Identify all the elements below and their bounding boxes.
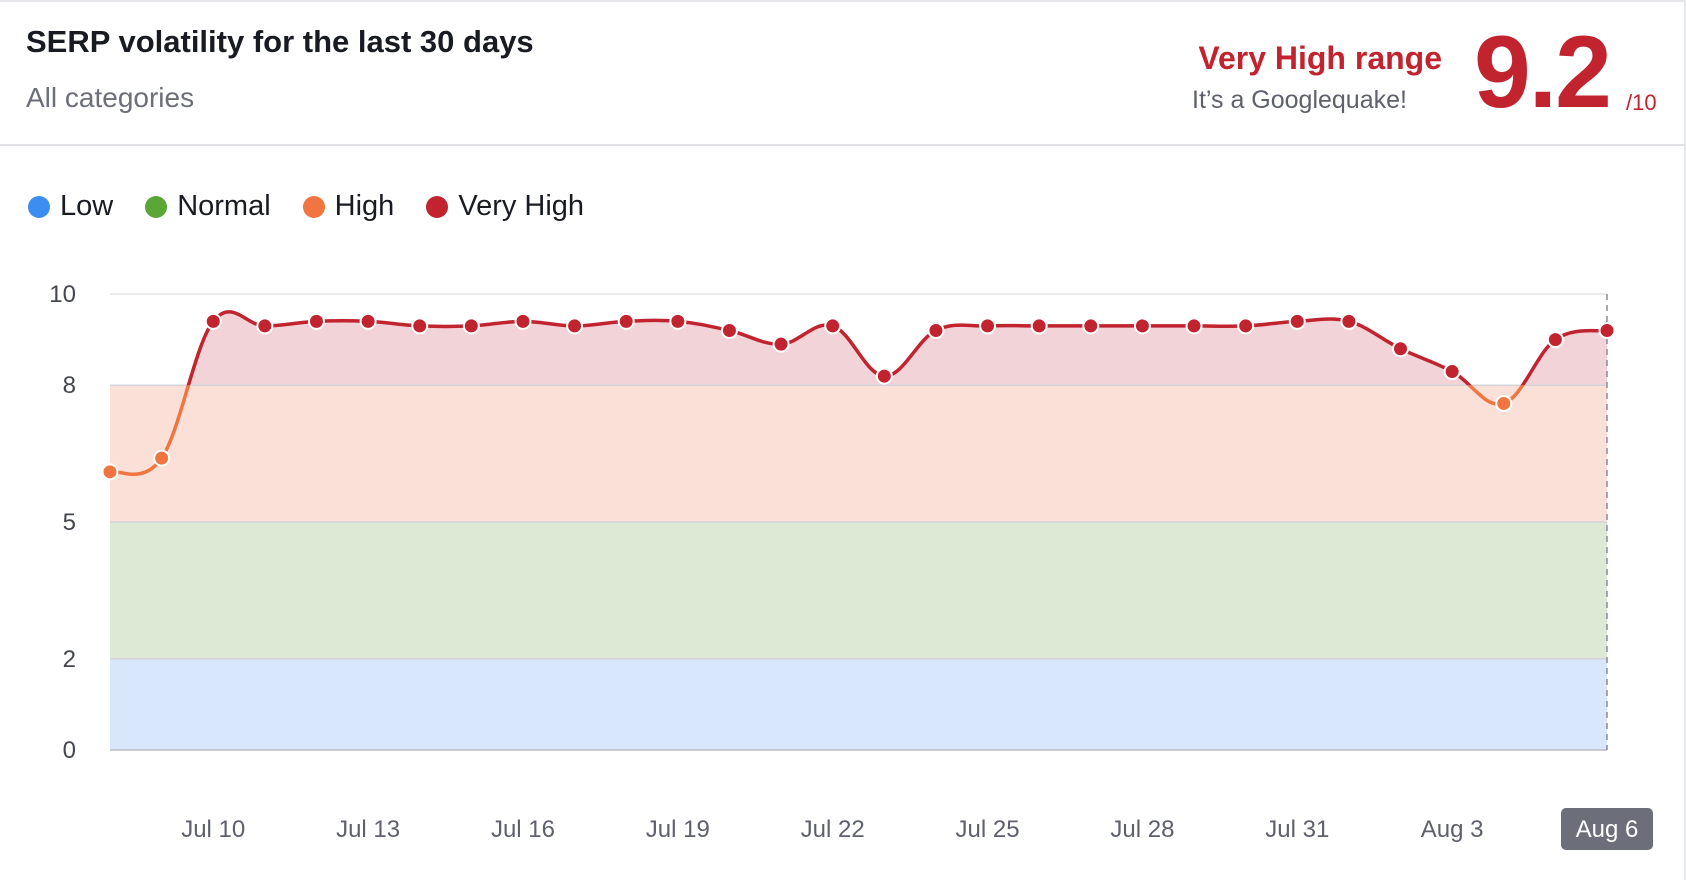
- band-low: [110, 658, 1607, 750]
- data-point: [411, 317, 429, 335]
- legend-label: High: [334, 190, 395, 222]
- data-point: [566, 317, 584, 335]
- legend-item-high[interactable]: High: [302, 190, 395, 223]
- range-description: It’s a Googlequake!: [1192, 86, 1407, 114]
- data-point: [1546, 331, 1564, 349]
- data-point: [359, 312, 377, 330]
- data-point: [617, 312, 635, 330]
- data-point: [927, 321, 945, 339]
- data-point: [1185, 317, 1203, 335]
- data-point: [1443, 363, 1461, 381]
- data-point: [1133, 317, 1151, 335]
- widget-title: SERP volatility for the last 30 days: [26, 24, 534, 59]
- chart-legend: Low Normal High Very High: [28, 190, 616, 223]
- legend-label: Normal: [177, 190, 271, 222]
- legend-dot-icon: [302, 195, 325, 218]
- series-line-very-high: [186, 310, 1608, 386]
- data-point: [1340, 312, 1358, 330]
- y-tick-label: 5: [63, 509, 76, 536]
- data-point: [1598, 321, 1616, 339]
- data-point: [1082, 317, 1100, 335]
- x-tick-label: Aug 3: [1421, 816, 1484, 843]
- x-tick-label: Jul 16: [491, 816, 555, 843]
- data-point: [204, 312, 222, 330]
- data-point: [1237, 317, 1255, 335]
- data-point: [153, 449, 171, 467]
- data-point: [256, 317, 274, 335]
- data-point: [1392, 340, 1410, 358]
- x-tick-label: Aug 6: [1576, 816, 1639, 843]
- x-tick-label: Jul 25: [956, 816, 1020, 843]
- x-tick-label: Jul 13: [336, 816, 400, 843]
- x-tick-label: Jul 31: [1265, 816, 1329, 843]
- data-point: [720, 321, 738, 339]
- data-point: [979, 317, 997, 335]
- legend-item-low[interactable]: Low: [28, 190, 113, 223]
- data-point: [514, 312, 532, 330]
- widget-header: SERP volatility for the last 30 days All…: [0, 2, 1686, 146]
- data-point: [307, 312, 325, 330]
- x-tick-label: Jul 19: [646, 816, 710, 843]
- data-point: [669, 312, 687, 330]
- y-tick-label: 0: [63, 737, 76, 764]
- band-normal: [110, 522, 1607, 659]
- x-tick-label: Jul 28: [1110, 816, 1174, 843]
- data-point: [824, 317, 842, 335]
- legend-item-very-high[interactable]: Very High: [426, 190, 584, 223]
- data-point: [875, 367, 893, 385]
- volatility-score-suffix: /10: [1626, 90, 1657, 115]
- data-point: [772, 335, 790, 353]
- range-title: Very High range: [1198, 40, 1442, 76]
- data-point: [1495, 394, 1513, 412]
- data-point: [1288, 312, 1306, 330]
- y-tick-label: 8: [63, 372, 76, 399]
- y-tick-label: 10: [49, 281, 76, 308]
- x-tick-highlight: [1561, 808, 1653, 850]
- data-point: [101, 463, 119, 481]
- data-point: [1030, 317, 1048, 335]
- volatility-score: 9.2: [1474, 15, 1612, 129]
- legend-label: Very High: [458, 190, 585, 222]
- legend-dot-icon: [28, 195, 50, 218]
- legend-label: Low: [60, 190, 114, 222]
- legend-dot-icon: [426, 195, 449, 218]
- x-tick-label: Jul 10: [181, 816, 245, 843]
- legend-dot-icon: [145, 195, 168, 218]
- x-tick-label: Jul 22: [801, 816, 865, 843]
- legend-item-normal[interactable]: Normal: [145, 190, 271, 223]
- data-point: [462, 317, 480, 335]
- y-tick-label: 2: [63, 646, 76, 673]
- band-high-area: [110, 385, 1607, 522]
- category-selector[interactable]: All categories: [26, 82, 195, 113]
